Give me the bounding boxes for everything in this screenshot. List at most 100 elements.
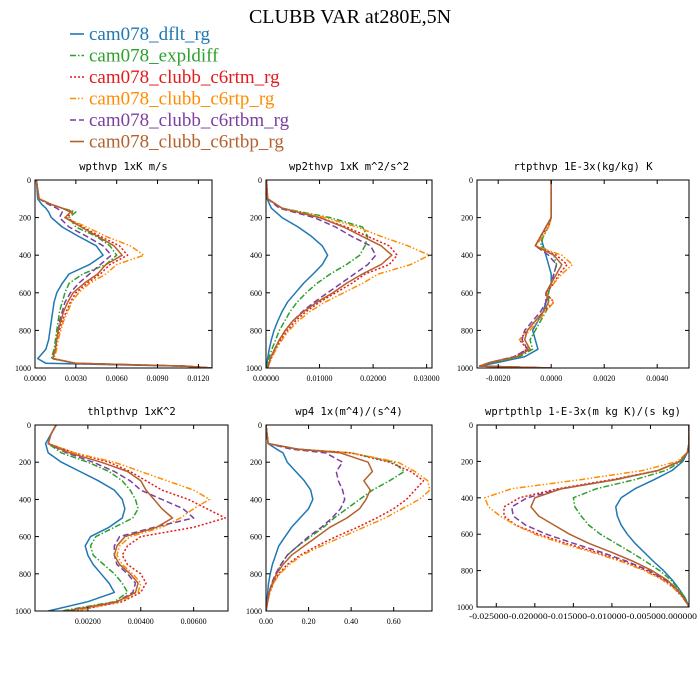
legend-item: cam078_clubb_c6rtbm_rg [70, 110, 290, 131]
series-line [478, 180, 558, 368]
series-group [478, 180, 574, 368]
plot-frame [34, 424, 229, 612]
x-tick-label: 0.0120 [187, 374, 209, 383]
legend-item: cam078_expldiff [70, 46, 219, 67]
y-tick-label: 1000 [457, 603, 473, 612]
series-line [483, 425, 689, 607]
series-line [35, 180, 212, 368]
series-line [266, 180, 431, 368]
y-tick-label: 400 [19, 251, 31, 260]
x-tick-label: 0.0020 [593, 374, 615, 383]
legend-label: cam078_expldiff [89, 46, 219, 67]
y-tick-label: 400 [250, 251, 262, 260]
x-tick-label: 0.02000 [360, 374, 386, 383]
series-line [478, 180, 563, 368]
x-tick-label: 0.60 [387, 617, 401, 626]
y-tick-label: 0 [258, 176, 262, 185]
x-tick-labels: -0.025000-0.020000-0.015000-0.010000-0.0… [469, 612, 697, 621]
x-tick-label: 0.0000 [24, 374, 46, 383]
panel-6: wprtpthlp 1-E-3x(m kg K)/(s kg) 0 200 400 60… [457, 406, 697, 621]
x-tick-label: 0.00000 [253, 374, 279, 383]
plot-frame [34, 179, 213, 369]
y-tick-label: 800 [461, 567, 473, 576]
x-tick-label: 0.20 [302, 617, 316, 626]
x-tick-label: 0.00200 [75, 617, 101, 626]
y-tick-label: 400 [461, 251, 473, 260]
y-tick-label: 400 [250, 495, 262, 504]
series-line [615, 425, 689, 607]
panel-4: thlpthvp 1xK^2 0 200 400 600 800 1000 0.00200 0.… [15, 406, 229, 626]
y-tick-label: 800 [19, 326, 31, 335]
y-tick-label: 200 [19, 214, 31, 223]
y-tick-label: 1000 [15, 364, 31, 373]
y-tick-label: 1000 [246, 364, 262, 373]
series-line [47, 425, 139, 611]
plot-frame [265, 424, 433, 612]
y-tick-label: 200 [461, 214, 473, 223]
y-tick-label: 1000 [457, 364, 473, 373]
series-line [266, 425, 374, 611]
legend-label: cam078_clubb_c6rtp_rg [89, 89, 275, 110]
series-line [478, 180, 568, 368]
panel-2: wp2thvp 1xK m^2/s^2 0 200 400 600 800 10000.00… [246, 161, 440, 383]
y-tick-label: 600 [461, 530, 473, 539]
series-line [266, 425, 431, 611]
series-line [35, 180, 212, 368]
series-line [47, 425, 211, 611]
series-line [35, 180, 212, 368]
y-tick-label: 0 [258, 421, 262, 430]
panel-title: thlpthvp 1xK^2 [87, 406, 176, 418]
y-tick-label: 0 [469, 421, 473, 430]
series-line [530, 425, 689, 607]
y-tick-label: 400 [19, 495, 31, 504]
panel-title: wprtpthlp 1-E-3x(m kg K)/(s kg) [485, 406, 681, 418]
panel-1: wpthvp 1xK m/s 0 200 400 600 800 10000.0000 0.0… [15, 161, 213, 383]
y-tick-label: 1000 [246, 607, 262, 616]
x-tick-label: 0.40 [344, 617, 358, 626]
series-line [572, 425, 689, 607]
x-tick-label: -0.0020 [486, 374, 511, 383]
x-tick-label: 0.0030 [65, 374, 87, 383]
y-tick-label: 200 [250, 458, 262, 467]
legend-label: cam078_clubb_c6rtbp_rg [89, 132, 284, 153]
series-line [266, 180, 369, 368]
series-line [35, 180, 212, 368]
legend-label: cam078_dflt_rg [89, 24, 211, 45]
x-tick-label: 0.00 [259, 617, 273, 626]
y-tick-label: 800 [19, 570, 31, 579]
y-tick-label: 1000 [15, 607, 31, 616]
series-line [266, 425, 425, 611]
y-tick-label: 600 [250, 533, 262, 542]
legend-item: cam078_clubb_c6rtbp_rg [70, 132, 284, 153]
x-tick-label: 0.00600 [181, 617, 207, 626]
y-tick-label: 200 [461, 457, 473, 466]
y-tick-label: 600 [19, 289, 31, 298]
y-tick-label: 400 [461, 494, 473, 503]
legend-item: cam078_dflt_rg [70, 24, 211, 45]
panel-title: rtpthvp 1E-3x(kg/kg) K [513, 161, 653, 173]
x-tick-label: 0.0060 [106, 374, 128, 383]
y-tick-label: 0 [27, 421, 31, 430]
y-tick-label: 0 [469, 176, 473, 185]
series-line [44, 425, 126, 611]
legend-label: cam078_clubb_c6rtbm_rg [89, 110, 290, 131]
panel-5: wp4 1x(m^4)/(s^4) 0 200 400 600 800 10000.00 0.… [246, 406, 433, 626]
series-line [266, 180, 393, 368]
series-group [483, 425, 689, 607]
legend: cam078_dflt_rgcam078_expldiffcam078_club… [70, 24, 290, 153]
series-line [47, 425, 174, 611]
y-tick-label: 600 [250, 289, 262, 298]
y-tick-label: 200 [250, 214, 262, 223]
x-tick-label: 0.00400 [128, 617, 154, 626]
panel-title: wp4 1x(m^4)/(s^4) [295, 406, 402, 418]
plot-frame [476, 424, 690, 608]
x-tick-label: 0.03000 [414, 374, 440, 383]
y-tick-label: 800 [461, 326, 473, 335]
y-tick-label: 600 [461, 289, 473, 298]
legend-item: cam078_clubb_c6rtm_rg [70, 67, 280, 88]
series-line [35, 180, 212, 368]
y-tick-label: 0 [27, 176, 31, 185]
x-tick-label: 0.0090 [147, 374, 169, 383]
